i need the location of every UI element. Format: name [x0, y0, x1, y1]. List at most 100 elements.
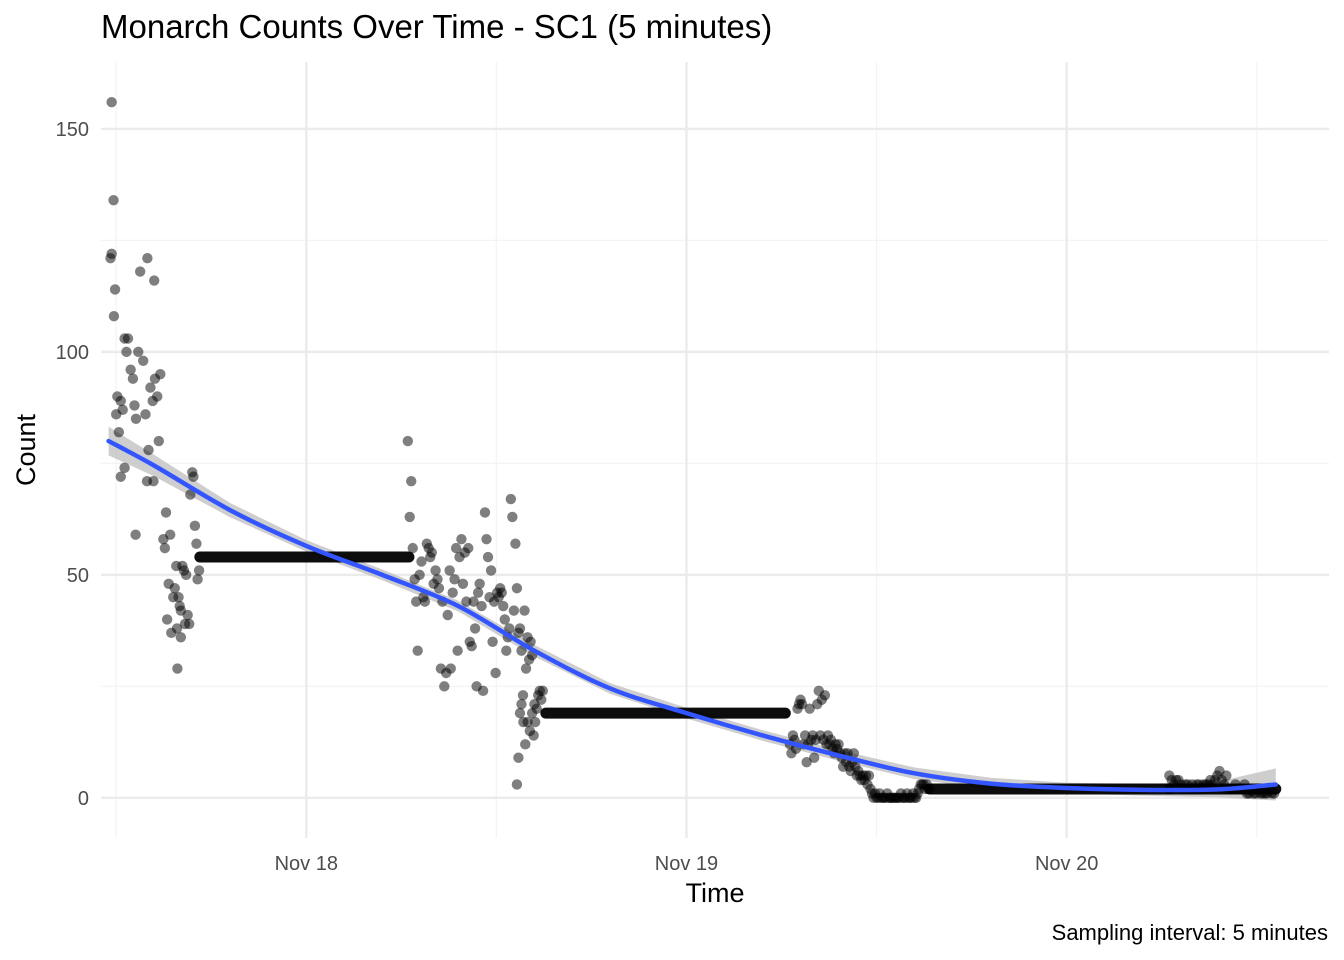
data-point [407, 542, 418, 554]
data-point [466, 641, 477, 652]
y-tick-label: 0 [78, 788, 89, 810]
data-point [404, 511, 415, 523]
data-point [505, 493, 517, 505]
data-point [463, 542, 474, 554]
data-point [108, 311, 120, 322]
data-point [416, 556, 427, 567]
data-point [442, 609, 453, 621]
data-point [113, 426, 125, 438]
data-point [414, 569, 425, 581]
confidence-band [108, 426, 1276, 801]
data-point [524, 725, 536, 737]
data-point [129, 400, 140, 411]
data-point [433, 583, 445, 594]
data-point [175, 605, 187, 616]
data-point [1269, 788, 1280, 799]
data-point [175, 632, 187, 643]
data-point [796, 699, 808, 710]
data-point [848, 748, 859, 759]
data-point [153, 435, 164, 447]
data-point [140, 409, 151, 420]
data-point [511, 583, 523, 594]
data-point [130, 529, 141, 540]
data-point [863, 770, 875, 781]
data-point [522, 716, 533, 728]
data-point [510, 538, 521, 549]
y-tick-label: 50 [67, 565, 89, 587]
chart-title: Monarch Counts Over Time - SC1 (5 minute… [101, 8, 773, 45]
data-point [406, 476, 417, 487]
data-point [184, 618, 195, 630]
data-point [180, 569, 192, 581]
data-point [105, 253, 116, 264]
x-tick-label: Nov 19 [655, 853, 718, 875]
data-point [511, 779, 523, 790]
y-tick-label: 150 [56, 119, 89, 141]
data-point [149, 275, 160, 286]
data-point [439, 681, 450, 692]
data-point [520, 739, 531, 750]
data-point [469, 623, 481, 634]
data-point [419, 596, 431, 607]
data-point [487, 636, 498, 647]
grid [101, 62, 1329, 838]
data-point [109, 284, 121, 295]
data-point [479, 507, 491, 518]
data-point [189, 520, 201, 532]
data-point [185, 489, 196, 500]
data-point [444, 565, 455, 576]
data-point [457, 578, 469, 589]
x-tick-label: Nov 20 [1035, 853, 1098, 875]
data-point [525, 636, 536, 647]
data-point [122, 333, 134, 344]
data-point [804, 703, 815, 714]
data-point [145, 382, 156, 393]
data-point [192, 574, 203, 585]
data-point [507, 511, 518, 523]
data-point [447, 587, 458, 598]
data-point [924, 783, 936, 795]
data-point [496, 587, 507, 598]
data-point [445, 663, 456, 674]
data-point [476, 600, 487, 612]
data-point [508, 605, 520, 616]
data-point [452, 645, 463, 656]
data-point [519, 605, 530, 616]
data-point [516, 699, 527, 710]
data-point [143, 444, 154, 456]
data-point [474, 578, 485, 589]
flat-segments-layer [194, 551, 1282, 795]
data-point [504, 623, 515, 634]
x-tick-label: Nov 18 [275, 853, 338, 875]
data-point [125, 364, 136, 375]
data-point [426, 547, 437, 558]
data-point [130, 413, 142, 424]
data-point [526, 707, 538, 719]
data-point [106, 96, 117, 108]
data-point [127, 373, 139, 384]
data-point [490, 667, 501, 679]
data-point [472, 587, 484, 598]
data-point [193, 565, 205, 576]
x-axis-title: Time [686, 878, 745, 908]
data-point [117, 404, 128, 416]
data-point [468, 596, 479, 607]
data-point [115, 471, 126, 482]
data-point [430, 565, 441, 576]
axis-ticks: 0 50 100 150 Nov 18 Nov 19 Nov 20 [56, 119, 1099, 875]
data-point [155, 368, 166, 380]
data-point [477, 685, 489, 697]
confidence-band-layer [108, 426, 1276, 801]
data-point [529, 716, 541, 728]
data-point [159, 542, 171, 554]
data-point [152, 391, 163, 402]
data-point [514, 707, 526, 719]
data-point [501, 645, 512, 656]
data-point [498, 600, 509, 612]
data-point [449, 574, 460, 585]
data-point [513, 752, 524, 763]
data-point [499, 614, 510, 625]
data-point [108, 195, 119, 206]
data-point [537, 685, 548, 697]
